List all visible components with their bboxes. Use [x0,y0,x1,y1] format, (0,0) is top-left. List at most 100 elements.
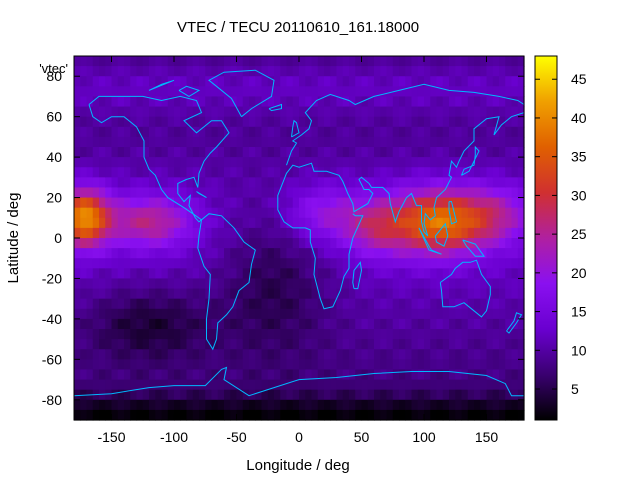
heatmap-cell [199,167,206,178]
heatmap-cell [411,116,419,128]
heatmap-cell [180,258,188,269]
heatmap-cell [155,76,163,87]
heatmap-cell [499,76,506,87]
heatmap-cell [286,157,294,168]
heatmap-cell [317,136,325,148]
heatmap-cell [411,409,419,421]
heatmap-cell [367,86,375,98]
heatmap-cell [349,157,356,168]
heatmap-cell [311,207,319,219]
heatmap-cell [486,339,494,350]
heatmap-cell [336,116,344,128]
heatmap-cell [330,56,338,67]
heatmap-cell [92,197,100,209]
heatmap-cell [430,207,438,219]
heatmap-cell [405,147,413,158]
heatmap-cell [155,308,163,320]
heatmap-cell [292,187,300,199]
heatmap-cell [342,298,350,310]
heatmap-cell [349,349,356,360]
heatmap-cell [142,248,150,259]
heatmap-cell [117,389,125,401]
heatmap-cell [399,187,406,199]
heatmap-cell [211,349,219,360]
heatmap-cell [449,187,456,199]
heatmap-cell [474,227,481,239]
heatmap-cell [130,86,138,98]
heatmap-cell [424,56,431,67]
heatmap-cell [311,248,319,259]
heatmap-cell [130,258,138,269]
heatmap-cell [324,308,331,320]
heatmap-cell [149,379,156,391]
heatmap-cell [130,96,138,108]
heatmap-cell [180,308,188,320]
heatmap-cell [461,339,469,350]
heatmap-cell [411,207,419,219]
heatmap-cell [74,248,81,259]
heatmap-cell [374,197,381,209]
heatmap-cell [474,207,481,219]
heatmap-cell [467,318,475,330]
heatmap-cell [186,238,194,249]
heatmap-cell [474,197,481,209]
heatmap-cell [317,369,325,381]
heatmap-cell [505,369,513,381]
heatmap-cell [305,268,313,280]
heatmap-cell [311,147,319,158]
heatmap-cell [280,177,288,189]
heatmap-cell [411,318,419,330]
heatmap-cell [105,76,113,87]
heatmap-cell [380,217,388,229]
heatmap-cell [499,86,506,98]
heatmap-cell [324,106,331,118]
heatmap-cell [286,308,294,320]
heatmap-cell [380,379,388,391]
heatmap-cell [505,147,513,158]
heatmap-cell [474,116,481,128]
heatmap-cell [342,399,350,411]
heatmap-cell [74,106,81,118]
heatmap-cell [442,329,450,340]
heatmap-cell [86,258,94,269]
heatmap-cell [461,187,469,199]
heatmap-cell [330,238,338,249]
heatmap-cell [480,359,488,371]
heatmap-cell [392,86,400,98]
heatmap-cell [349,96,356,108]
heatmap-cell [374,136,381,148]
heatmap-cell [449,56,456,67]
heatmap-cell [261,409,269,421]
heatmap-cell [124,359,131,371]
heatmap-cell [86,318,94,330]
heatmap-cell [180,399,188,411]
heatmap-cell [205,258,213,269]
y-tick-label: 20 [46,190,62,206]
heatmap-cell [405,389,413,401]
heatmap-cell [299,76,306,87]
coastline [352,261,363,290]
heatmap-cell [380,86,388,98]
heatmap-cell [267,248,275,259]
heatmap-cell [186,116,194,128]
heatmap-cell [192,308,200,320]
heatmap-cell [92,56,100,67]
heatmap-cell [230,379,238,391]
heatmap-cell [217,379,225,391]
heatmap-cell [442,217,450,229]
heatmap-cell [330,187,338,199]
heatmap-cell [386,339,394,350]
heatmap-cell [517,56,525,67]
heatmap-cell [267,298,275,310]
heatmap-cell [124,136,131,148]
heatmap-cell [417,409,425,421]
heatmap-cell [161,359,169,371]
heatmap-cell [142,409,150,421]
heatmap-cell [455,369,463,381]
heatmap-cell [361,217,369,229]
heatmap-cell [505,177,513,189]
heatmap-cell [424,298,431,310]
heatmap-cell [249,126,256,138]
heatmap-cell [292,379,300,391]
heatmap-cell [355,248,363,259]
